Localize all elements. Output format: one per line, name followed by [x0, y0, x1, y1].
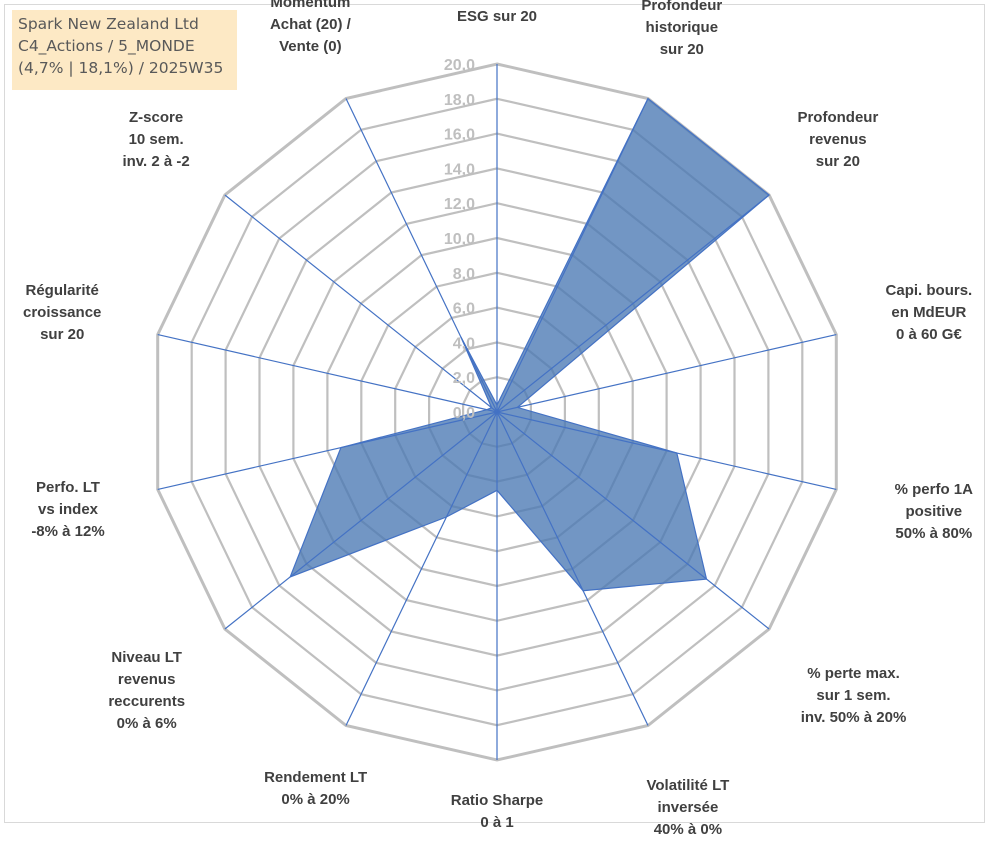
axis-label-line: Rendement LT: [264, 768, 368, 786]
axis-label-line: historique: [645, 19, 719, 37]
axis-label-line: Capi. bours.: [885, 282, 973, 300]
axis-label-line: revenus: [117, 671, 176, 689]
spoke: [496, 411, 770, 630]
axis-label: Profondeur historique sur 20: [641, 0, 722, 61]
axis-label: Note ESG sur 20: [457, 0, 537, 28]
tick-label: 4,0: [453, 335, 475, 352]
axis-label-line: sur 20: [659, 41, 704, 59]
axis-label-line: 0 à 60 G€: [895, 326, 962, 344]
axis-label: Profondeur revenus sur 20: [797, 107, 878, 173]
tick-label: 2,0: [453, 370, 475, 387]
axis-label-line: -8% à 12%: [31, 522, 105, 540]
axis-label-line: 0 à 1: [480, 814, 514, 831]
axis-label-line: revenus: [809, 131, 867, 149]
axis-label-line: Niveau LT: [111, 649, 182, 667]
axis-label-line: Momentum: [270, 0, 351, 11]
spoke: [496, 194, 770, 413]
axis-label-line: en MdEUR: [891, 304, 967, 322]
spoke: [224, 194, 498, 413]
axis-label-line: Note: [457, 0, 537, 6]
axis-label-line: Perfo. LT: [36, 478, 100, 496]
spoke: [496, 334, 837, 413]
axis-label-line: 40% à 0%: [653, 821, 723, 839]
axis-label-line: Achat (20) /: [269, 15, 351, 33]
axis-label-line: ESG sur 20: [456, 8, 538, 25]
axis-label: Volatilité LT inversée 40% à 0%: [647, 775, 730, 841]
axis-label-line: reccurents: [108, 693, 186, 711]
axis-label-line: positive: [905, 502, 963, 520]
spoke: [345, 98, 498, 413]
tick-label: 14,0: [444, 161, 475, 178]
axis-label: Z-score 10 sem. inv. 2 à -2: [122, 107, 189, 173]
axis-label-line: croissance: [22, 303, 102, 321]
axis-label-line: vs index: [37, 500, 99, 518]
spoke: [496, 411, 649, 726]
spokes: [157, 64, 837, 760]
spoke: [496, 411, 837, 490]
axis-label-line: inv. 50% à 20%: [800, 709, 907, 727]
axis-label-line: sur 1 sem.: [816, 687, 891, 705]
info-box: Spark New Zealand Ltd C4_Actions / 5_MON…: [12, 10, 237, 90]
spoke: [496, 98, 649, 413]
axis-label-line: 10 sem.: [128, 131, 184, 149]
axis-label: Momentum Achat (20) / Vente (0): [270, 0, 351, 58]
axis-label-line: inversée: [657, 799, 719, 817]
axis-label-line: 0% à 20%: [281, 790, 350, 808]
spoke: [157, 334, 498, 413]
tick-label: 6,0: [453, 301, 475, 318]
tick-labels: 0,0 2,0 4,0 6,0 8,0 10,0 12,0 14,0 16,0 18,0 20,0: [444, 57, 475, 422]
axis-label: % perte max. sur 1 sem. inv. 50% à 20%: [801, 663, 907, 729]
axis-label: Niveau LT revenus reccurents 0% à 6%: [108, 647, 185, 735]
axis-label-line: sur 20: [40, 325, 85, 343]
axis-label: Capi. bours. en MdEUR 0 à 60 G€: [886, 280, 973, 346]
tick-label: 18,0: [444, 92, 475, 109]
tick-label: 0,0: [453, 405, 475, 422]
axis-label-line: inv. 2 à -2: [122, 153, 190, 171]
tick-label: 20,0: [444, 57, 475, 74]
spoke: [157, 411, 498, 490]
axis-label-line: % perfo 1A: [894, 480, 973, 498]
company-name: Spark New Zealand Ltd: [18, 15, 199, 33]
spoke: [224, 411, 498, 630]
tick-label: 10,0: [444, 231, 475, 248]
axis-label: Régularité croissance sur 20: [23, 280, 101, 346]
axis-label-line: Profondeur: [797, 109, 879, 127]
tick-label: 12,0: [444, 196, 475, 213]
axis-label-line: sur 20: [815, 153, 860, 171]
axis-label: % perfo 1A positive 50% à 80%: [895, 479, 973, 545]
axis-label-line: Ratio Sharpe: [450, 792, 544, 809]
axis-label-line: Profondeur: [641, 0, 723, 15]
category-line: C4_Actions / 5_MONDE: [18, 37, 195, 55]
axis-label-line: Z-score: [128, 109, 184, 127]
axis-label: Ratio Sharpe 0 à 1: [451, 790, 544, 834]
axis-label-line: Régularité: [25, 281, 99, 299]
tick-label: 8,0: [453, 266, 475, 283]
axis-label: Perfo. LT vs index -8% à 12%: [31, 477, 104, 543]
axis-label: Rendement LT 0% à 20%: [264, 767, 367, 811]
axis-label-line: 0% à 6%: [116, 715, 177, 733]
stats-line: (4,7% | 18,1%) / 2025W35: [18, 59, 224, 77]
spoke: [345, 411, 498, 726]
axis-label-line: 50% à 80%: [895, 524, 973, 542]
axis-label-line: Volatilité LT: [646, 777, 730, 795]
axis-label-line: Vente (0): [279, 37, 342, 55]
tick-label: 16,0: [444, 127, 475, 144]
axis-label-line: % perte max.: [807, 665, 900, 683]
